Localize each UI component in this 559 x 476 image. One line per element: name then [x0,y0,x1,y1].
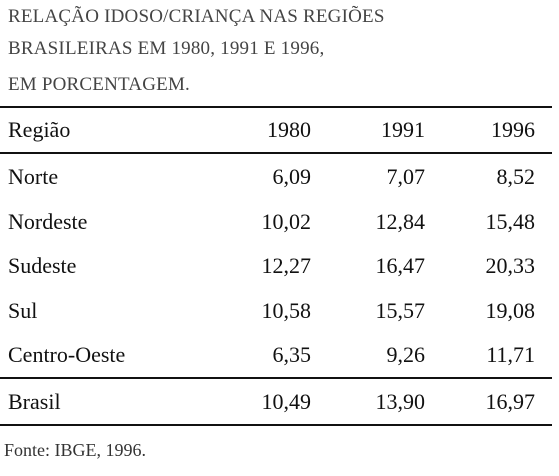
total-cell: 16,97 [485,389,536,414]
value-cell: 10,58 [261,297,312,323]
table-rule [0,424,552,426]
table-rule [0,106,552,108]
value-cell: 15,48 [485,208,536,234]
column-header: 1980 [267,117,311,142]
column-header: Região [8,117,71,142]
region-cell: Sul [8,297,38,323]
total-cell: 13,90 [375,389,426,414]
value-cell: 20,33 [485,253,536,278]
value-cell: 19,08 [485,297,536,323]
total-cell: 10,49 [261,389,312,414]
value-cell: 16,47 [375,253,426,278]
region-cell: Sudeste [8,253,77,278]
column-header: 1996 [491,117,535,142]
value-cell: 12,84 [375,208,426,234]
region-cell: Norte [8,164,59,189]
table-rule [0,377,552,379]
region-cell: Nordeste [8,208,88,234]
value-cell: 9,26 [386,342,426,367]
column-header: 1991 [381,117,425,142]
value-cell: 10,02 [261,208,312,234]
region-cell: Centro-Oeste [8,342,126,367]
value-cell: 6,09 [272,164,312,189]
source-note: Fonte: IBGE, 1996. [4,440,146,460]
total-cell: Brasil [8,389,61,414]
title-line: EM PORCENTAGEM. [8,74,190,95]
title-line: RELAÇÃO IDOSO/CRIANÇA NAS REGIÕES [8,6,385,27]
value-cell: 6,35 [272,342,312,367]
value-cell: 7,07 [386,164,426,189]
title-line: BRASILEIRAS EM 1980, 1991 E 1996, [8,38,325,59]
value-cell: 11,71 [486,342,535,367]
value-cell: 15,57 [375,297,426,323]
value-cell: 12,27 [261,253,312,278]
table-rule [0,152,552,154]
value-cell: 8,52 [496,164,536,189]
